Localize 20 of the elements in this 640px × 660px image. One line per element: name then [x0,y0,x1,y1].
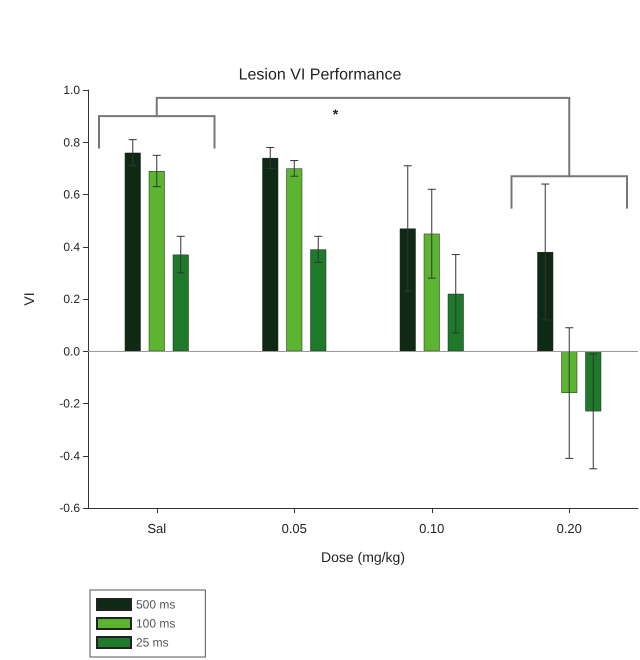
chart-title: Lesion VI Performance [238,66,402,84]
y-tick-label: 0.8 [63,135,80,150]
y-tick-label: -0.2 [59,396,80,410]
legend-label: 100 ms [136,616,176,630]
x-tick-label: Sal [147,521,166,536]
y-tick-label: -0.6 [59,501,80,515]
x-tick-label: 0.20 [556,521,582,536]
legend-label: 25 ms [136,636,169,650]
x-axis-title: Dose (mg/kg) [320,549,406,565]
y-axis-title: VI [21,292,37,306]
y-tick-label: 0.4 [63,240,80,254]
y-tick-label: 1.0 [63,83,80,97]
y-tick-label: 0.2 [63,292,80,306]
x-tick-label: 0.10 [419,521,444,536]
y-tick-label: 0.6 [63,188,80,202]
legend-label: 500 ms [136,598,176,612]
x-tick-label: 0.05 [282,521,307,536]
y-tick-label: -0.4 [59,448,80,463]
annotation: * [332,106,339,122]
y-tick-label: 0.0 [63,344,80,358]
